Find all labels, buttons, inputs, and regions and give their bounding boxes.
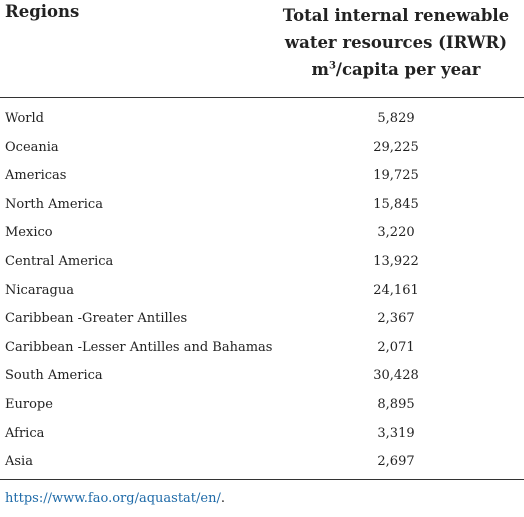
source-link[interactable]: https://www.fao.org/aquastat/en/ xyxy=(5,491,221,506)
irwr-value-cell: 8,895 xyxy=(377,396,415,412)
header-divider xyxy=(0,97,524,98)
region-cell: Caribbean -Greater Antilles xyxy=(5,311,188,327)
unit-superscript: 3 xyxy=(328,60,336,72)
table-row: Europe 8,895 xyxy=(0,393,524,422)
region-cell: Africa xyxy=(5,425,45,441)
table-row: Caribbean -Lesser Antilles and Bahamas 2,… xyxy=(0,336,524,365)
region-cell: Europe xyxy=(5,396,53,412)
source-trailing: . xyxy=(220,491,225,506)
region-cell: North America xyxy=(5,196,103,212)
table-row: Nicaragua 24,161 xyxy=(0,279,524,308)
table-header: Regions Total internal renewable water r… xyxy=(0,0,524,95)
region-cell: Asia xyxy=(5,454,33,470)
irwr-header-unit: m3/capita per year xyxy=(276,56,516,83)
unit-rest: /capita per year xyxy=(335,60,481,79)
region-cell: Nicaragua xyxy=(5,282,74,298)
irwr-value-cell: 2,367 xyxy=(377,311,415,327)
region-cell: Oceania xyxy=(5,139,59,155)
irwr-value-cell: 3,220 xyxy=(377,225,415,241)
irwr-value-cell: 3,319 xyxy=(377,425,415,441)
region-cell: World xyxy=(5,111,44,126)
table-row: Americas 19,725 xyxy=(0,164,524,193)
irwr-value-cell: 5,829 xyxy=(377,111,415,126)
table-row: Central America 13,922 xyxy=(0,250,524,279)
table-row: North America 15,845 xyxy=(0,193,524,222)
irwr-value-cell: 19,725 xyxy=(373,168,419,184)
table-row: World 5,829 xyxy=(0,107,524,136)
irwr-value-cell: 15,845 xyxy=(373,196,419,212)
table-bottom-divider xyxy=(0,479,524,480)
table-row: South America 30,428 xyxy=(0,364,524,393)
irwr-value-cell: 2,071 xyxy=(377,339,415,355)
table-row: Mexico 3,220 xyxy=(0,221,524,250)
table-row: Caribbean -Greater Antilles 2,367 xyxy=(0,307,524,336)
irwr-value-cell: 29,225 xyxy=(373,139,419,155)
irwr-value-cell: 2,697 xyxy=(377,454,415,470)
irwr-table: Regions Total internal renewable water r… xyxy=(0,0,524,480)
region-cell: Americas xyxy=(5,168,67,184)
unit-base: m xyxy=(311,60,329,79)
table-body: World 5,829 Oceania 29,225 Americas 19,725 Nor… xyxy=(0,107,524,479)
region-cell: Caribbean -Lesser Antilles and Bahamas xyxy=(5,339,273,355)
irwr-value-cell: 13,922 xyxy=(373,253,419,269)
region-cell: Central America xyxy=(5,253,114,269)
irwr-value-cell: 30,428 xyxy=(373,368,419,384)
table-row: Africa 3,319 xyxy=(0,422,524,451)
table-row: Oceania 29,225 xyxy=(0,136,524,165)
region-cell: South America xyxy=(5,368,103,384)
irwr-header-line2: water resources (IRWR) xyxy=(284,33,508,52)
source-note: https://www.fao.org/aquastat/en/. xyxy=(5,491,225,506)
irwr-value-cell: 24,161 xyxy=(373,282,419,298)
irwr-column-header: Total internal renewable water resources… xyxy=(276,2,516,83)
irwr-header-line1: Total internal renewable xyxy=(282,6,510,25)
table-row: Asia 2,697 xyxy=(0,450,524,479)
regions-column-header: Regions xyxy=(5,2,80,21)
region-cell: Mexico xyxy=(5,225,53,241)
